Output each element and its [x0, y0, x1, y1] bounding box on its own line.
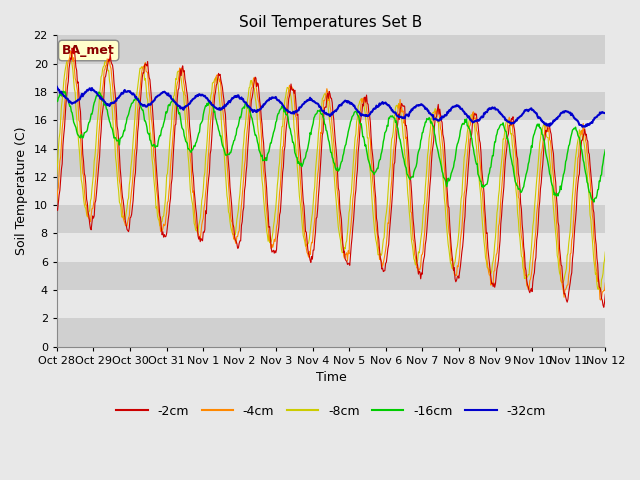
Title: Soil Temperatures Set B: Soil Temperatures Set B: [239, 15, 422, 30]
Bar: [57, 149, 605, 177]
Bar: [57, 64, 605, 92]
Bar: [57, 318, 605, 347]
Bar: [57, 205, 605, 233]
Text: BA_met: BA_met: [62, 44, 115, 57]
Bar: [57, 177, 605, 205]
Legend: -2cm, -4cm, -8cm, -16cm, -32cm: -2cm, -4cm, -8cm, -16cm, -32cm: [111, 400, 551, 423]
Bar: [57, 233, 605, 262]
Bar: [57, 290, 605, 318]
Bar: [57, 120, 605, 149]
Bar: [57, 92, 605, 120]
Y-axis label: Soil Temperature (C): Soil Temperature (C): [15, 127, 28, 255]
Bar: [57, 36, 605, 64]
Bar: [57, 262, 605, 290]
X-axis label: Time: Time: [316, 372, 346, 384]
